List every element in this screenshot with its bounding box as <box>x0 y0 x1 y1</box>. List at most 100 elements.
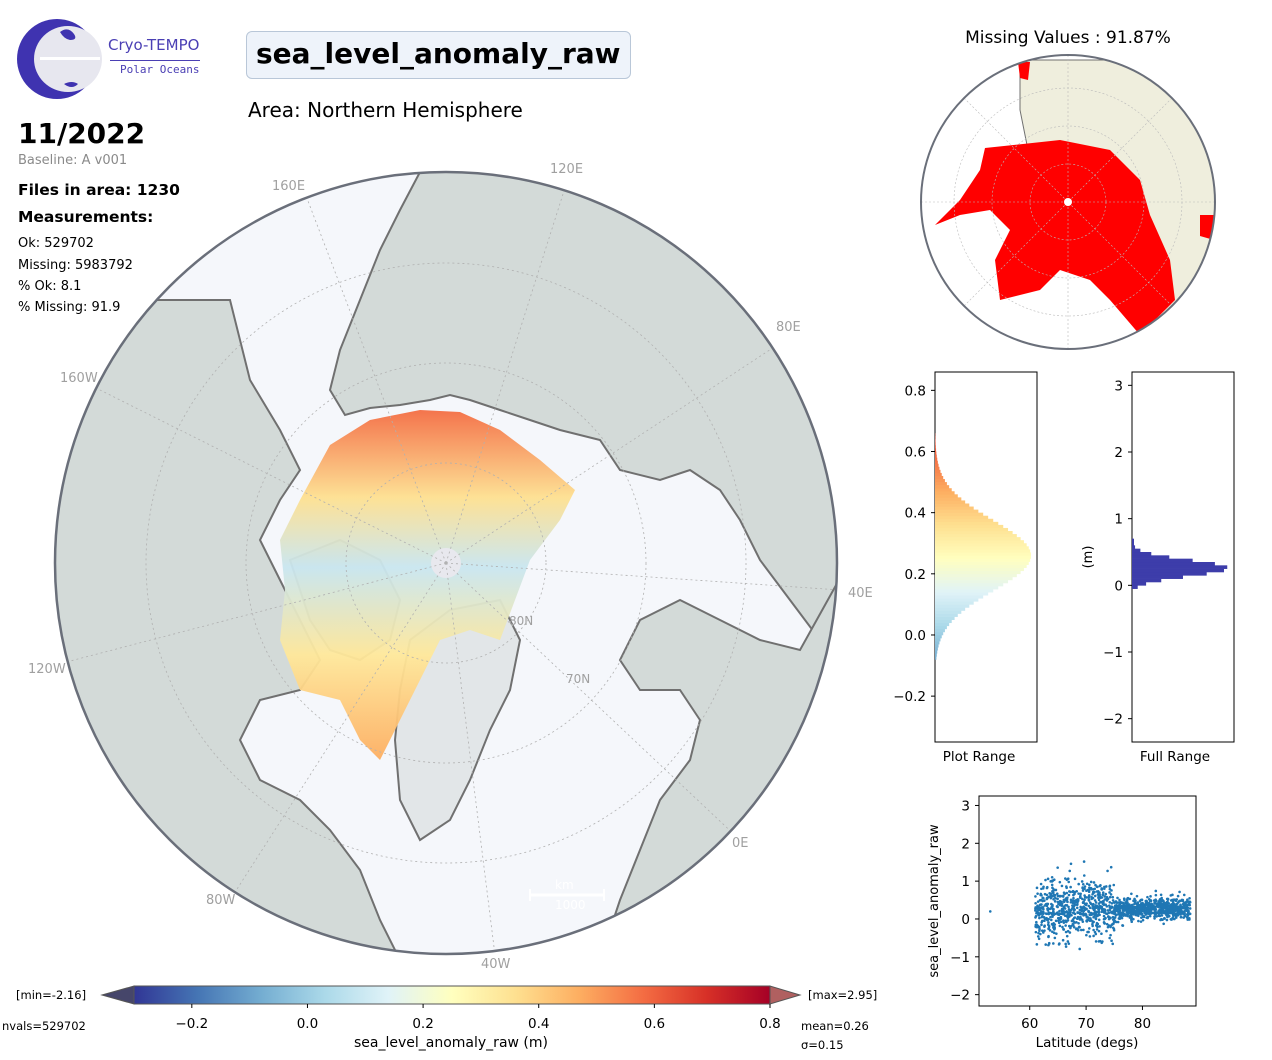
scatter-point <box>1178 890 1181 894</box>
scatter-point <box>1108 895 1112 899</box>
scatter-point <box>1090 887 1093 891</box>
scatter-point <box>1173 903 1176 906</box>
scatter-point <box>1096 925 1099 929</box>
scatter-point <box>1058 912 1062 915</box>
scatter-point <box>1047 921 1050 924</box>
histogram-bar <box>935 601 974 605</box>
scatter-point <box>1104 885 1108 888</box>
scatter-point <box>1060 884 1064 888</box>
scatter-point <box>1056 900 1060 904</box>
histogram-bar <box>1132 545 1136 549</box>
scatter-point <box>1097 929 1101 933</box>
scatter-point <box>1101 902 1105 906</box>
scatter-point <box>1088 913 1092 917</box>
axis-tick-label: 1 <box>1114 512 1123 528</box>
colorbar-max-extension <box>769 985 802 1005</box>
scatter-point <box>1162 905 1166 909</box>
plot-range-histogram[interactable]: 0.8 0.6 0.4 0.2 0.0 −0.2 Plot Range <box>893 371 1038 765</box>
missing-values-map[interactable] <box>918 52 1218 352</box>
scatter-point <box>1108 900 1112 904</box>
scatter-point <box>1106 869 1109 873</box>
scatter-point <box>1136 901 1140 904</box>
latitude-scatter[interactable]: 60 70 80 3 2 1 0 −1 −2 Latitude (degs) sea_level… <box>927 795 1197 1051</box>
scatter-point <box>1101 893 1105 897</box>
scatter-point <box>1097 918 1101 922</box>
axis-tick-label: 60 <box>1021 1016 1038 1032</box>
scatter-point <box>1087 904 1091 908</box>
scatter-point <box>1082 860 1086 863</box>
histogram-bar <box>935 622 950 627</box>
scatter-point <box>1130 903 1134 907</box>
scatter-point <box>1056 897 1059 901</box>
full-range-ylabel: (m) <box>1081 546 1096 569</box>
scatter-point <box>1146 909 1150 913</box>
scatter-point <box>1149 895 1152 898</box>
scatter-point <box>1040 915 1044 918</box>
histogram-bar <box>935 540 1024 544</box>
stat-percent-missing: % Missing: 91.9 <box>18 300 121 315</box>
scatter-point <box>1050 902 1053 906</box>
scatter-point <box>1049 896 1053 900</box>
scatter-point <box>1086 930 1089 934</box>
polar-map[interactable]: 120E 160E 80E 160W 40E 120W 0E 80W 40W 8… <box>0 150 900 980</box>
stat-percent-ok: % Ok: 8.1 <box>18 279 82 294</box>
colorbar-max-label: [max=2.95] <box>808 988 878 1002</box>
map-boundary <box>53 170 839 956</box>
scatter-point <box>1157 909 1160 913</box>
scatter-point <box>1105 912 1109 916</box>
scatter-point <box>1071 890 1075 894</box>
mean-label: mean=0.26 <box>801 1019 869 1033</box>
scatter-point <box>1071 899 1074 902</box>
axis-tick-label: 1 <box>961 874 970 890</box>
scatter-point <box>1072 920 1076 923</box>
graticule <box>55 172 837 954</box>
scatter-point <box>1140 916 1143 919</box>
scatter-point <box>1053 936 1057 940</box>
scatter-point <box>1108 936 1111 940</box>
histogram-bar <box>935 647 938 651</box>
histogram-bar <box>935 552 1031 556</box>
scatter-point <box>1110 906 1113 910</box>
scatter-point <box>1178 899 1181 903</box>
scatter-point <box>1068 915 1071 918</box>
scatter-point <box>1058 909 1061 913</box>
scatter-point <box>1095 923 1099 927</box>
scatter-point <box>1157 914 1160 917</box>
scatter-point <box>1114 904 1117 908</box>
scatter-point <box>1038 899 1042 902</box>
scatter-points <box>988 860 1192 951</box>
scatter-point <box>1055 892 1059 896</box>
scatter-point <box>1121 908 1125 912</box>
scatter-point <box>1061 925 1064 929</box>
scatter-point <box>1089 918 1093 922</box>
scatter-point <box>1036 935 1040 938</box>
histogram-bar <box>935 512 984 517</box>
scatter-point <box>1076 901 1079 904</box>
missing-data-region <box>1018 62 1030 80</box>
scatter-point <box>1063 907 1067 910</box>
axis-tick-label: 2 <box>961 836 970 852</box>
scatter-point <box>1172 911 1176 915</box>
histogram-bar <box>1132 572 1207 576</box>
colorbar-tick-label: −0.2 <box>175 1016 208 1032</box>
scatter-point <box>1041 912 1045 916</box>
full-range-histogram[interactable]: 3 2 1 0 −1 −2 Full Range (m) <box>1081 371 1235 765</box>
histogram-bar <box>935 570 1021 575</box>
scatter-point <box>1160 917 1163 921</box>
scatter-point <box>1052 887 1055 891</box>
scatter-point <box>1042 931 1045 934</box>
scatter-point <box>1067 924 1071 928</box>
baseline-label: Baseline: A v001 <box>18 153 128 168</box>
scatter-point <box>988 910 992 913</box>
histogram-bar <box>935 500 966 504</box>
histogram-bar <box>935 589 994 593</box>
scatter-point <box>1083 902 1087 906</box>
scatter-point <box>1075 927 1078 930</box>
scatter-point <box>1160 896 1163 900</box>
inset-graticule <box>921 55 1215 349</box>
scatter-point <box>1053 893 1057 897</box>
scatter-point <box>1078 925 1081 929</box>
scatter-point <box>1064 877 1067 880</box>
scatter-point <box>1093 894 1097 898</box>
axis-tick-label: −0.2 <box>893 689 926 705</box>
